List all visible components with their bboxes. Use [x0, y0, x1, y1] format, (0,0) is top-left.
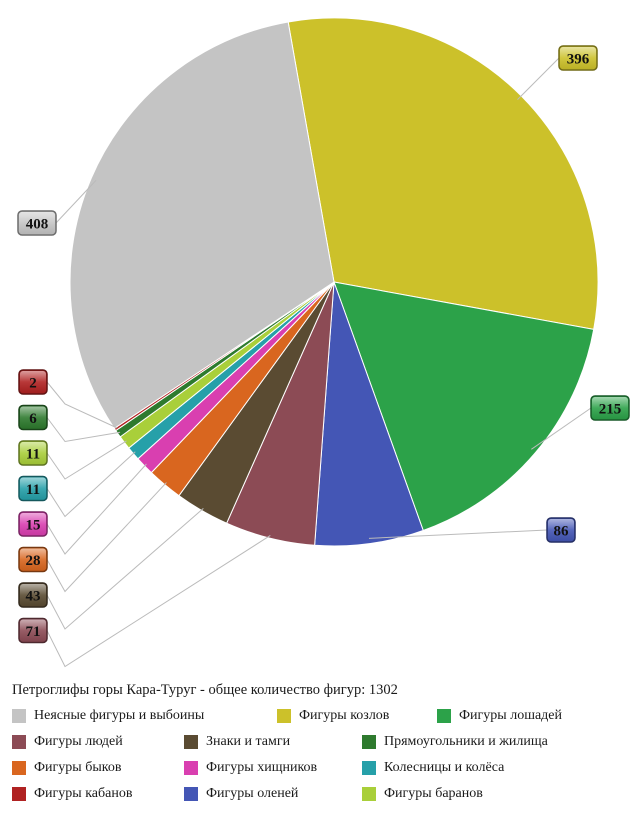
- data-label-фигуры-козлов: 396: [567, 52, 590, 68]
- leader-line: [46, 451, 136, 518]
- legend-item: Фигуры оленей: [184, 786, 298, 802]
- legend-swatch: [362, 735, 376, 749]
- data-label-неясные-фигуры-и-выбоины: 408: [26, 217, 49, 233]
- legend-swatch: [362, 761, 376, 775]
- legend-item: Прямоугольники и жилища: [362, 734, 548, 750]
- legend-swatch: [277, 709, 291, 723]
- leader-line: [46, 482, 167, 593]
- data-label-знаки-и-тамги: 43: [26, 589, 41, 605]
- data-label-gloss: [20, 584, 46, 606]
- data-label-gloss: [19, 212, 55, 234]
- leader-line: [368, 529, 548, 539]
- legend-item: Фигуры козлов: [277, 708, 389, 724]
- legend-label: Фигуры быков: [34, 760, 122, 775]
- legend-swatch: [362, 787, 376, 801]
- legend-label: Знаки и тамги: [206, 734, 291, 749]
- pie-slice-фигуры-оленей: [314, 281, 424, 547]
- legend-swatch: [437, 709, 451, 723]
- legend-swatch: [184, 735, 198, 749]
- leader-line: [46, 508, 204, 630]
- legend-label: Неясные фигуры и выбоины: [34, 708, 205, 723]
- leader-line: [46, 440, 127, 480]
- legend-item: Фигуры лошадей: [437, 708, 562, 724]
- legend-item: Колесницы и колёса: [362, 760, 504, 776]
- legend-item: Неясные фигуры и выбоины: [12, 708, 204, 724]
- pie-slice-фигуры-лошадей: [333, 281, 595, 532]
- data-label-gloss: [20, 513, 46, 535]
- legend-item: Фигуры кабанов: [12, 786, 132, 802]
- legend-swatch: [184, 761, 198, 775]
- data-label-фигуры-баранов: 11: [26, 447, 40, 463]
- legend-label: Колесницы и колёса: [384, 760, 505, 775]
- data-label-gloss: [548, 519, 574, 541]
- data-label-gloss: [20, 619, 46, 642]
- legend-swatch: [12, 735, 26, 749]
- legend-label: Фигуры кабанов: [34, 786, 133, 801]
- data-label-фигуры-оленей: 86: [554, 524, 570, 540]
- legend-label: Прямоугольники и жилища: [384, 734, 548, 749]
- leader-line: [531, 407, 592, 450]
- data-label-gloss: [20, 371, 46, 393]
- legend-swatch: [184, 787, 198, 801]
- legend-label: Фигуры лошадей: [459, 708, 563, 723]
- legend-swatch: [12, 709, 26, 723]
- legend-item: Фигуры людей: [12, 734, 123, 750]
- legend-swatch: [12, 761, 26, 775]
- data-label-фигуры-хищников: 15: [26, 518, 41, 534]
- data-label-gloss: [20, 442, 46, 464]
- leader-line: [46, 381, 118, 429]
- data-label-gloss: [560, 47, 596, 69]
- legend-label: Фигуры баранов: [384, 786, 483, 801]
- legend-label: Фигуры козлов: [299, 708, 390, 723]
- data-label-фигуры-людей: 71: [26, 624, 41, 640]
- pie-slice-неясные-фигуры-и-выбоины: [69, 21, 335, 430]
- data-label-gloss: [20, 406, 46, 429]
- data-label-колесницы-и-колёса: 11: [26, 482, 40, 498]
- legend-item: Знаки и тамги: [184, 734, 290, 750]
- data-label-прямоугольники-и-жилища: 6: [29, 411, 37, 427]
- legend-item: Фигуры хищников: [184, 760, 317, 776]
- legend-label: Фигуры хищников: [206, 760, 318, 775]
- legend-swatch: [12, 787, 26, 801]
- leader-line: [55, 179, 97, 224]
- leader-line: [46, 417, 121, 443]
- pie-chart: 396 215 86 71 43 28 15 11 11 6 2 408: [17, 17, 630, 668]
- data-label-фигуры-быков: 28: [26, 553, 41, 569]
- chart-title: Петроглифы горы Кара-Туруг - общее колич…: [12, 682, 398, 698]
- data-label-gloss: [592, 397, 628, 419]
- data-label-фигуры-лошадей: 215: [599, 402, 622, 418]
- leader-line: [46, 535, 271, 668]
- leader-line: [46, 463, 147, 555]
- legend-item: Фигуры баранов: [362, 786, 483, 802]
- legend-label: Фигуры оленей: [206, 786, 299, 801]
- legend-item: Фигуры быков: [12, 760, 121, 776]
- data-label-фигуры-кабанов: 2: [29, 376, 37, 392]
- legend-label: Фигуры людей: [34, 734, 123, 749]
- data-label-gloss: [20, 548, 46, 571]
- leader-line: [517, 57, 560, 100]
- data-label-gloss: [20, 477, 46, 500]
